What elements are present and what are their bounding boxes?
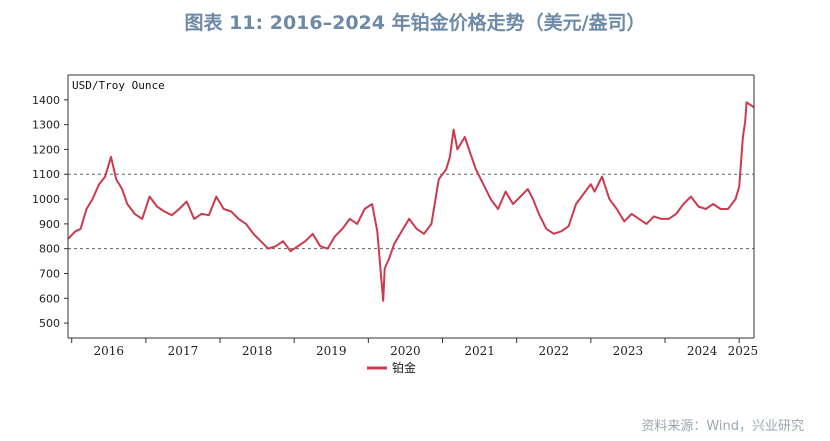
x-tick-label: 2019 — [316, 344, 347, 358]
legend-label: 铂金 — [392, 360, 416, 375]
chart-title: 图表 11: 2016–2024 年铂金价格走势（美元/盎司） — [184, 12, 646, 34]
x-ticks: 2016 2017 2018 2019 2020 2021 2022 2023 2024 2025 — [71, 338, 759, 358]
x-tick-label: 2017 — [168, 344, 199, 358]
x-tick-label: 2025 — [728, 344, 759, 358]
y-tick-label: 800 — [39, 243, 60, 256]
x-tick-label: 2020 — [390, 344, 421, 358]
y-tick-label: 1000 — [32, 193, 60, 206]
source-note: 资料来源：Wind，兴业研究 — [641, 419, 804, 434]
x-tick-label: 2023 — [613, 344, 644, 358]
legend: 铂金 — [367, 360, 416, 375]
y-tick-label: 1300 — [32, 119, 60, 132]
series-line-platinum — [67, 101, 755, 302]
reference-lines — [68, 173, 754, 250]
x-tick-label: 2021 — [464, 344, 495, 358]
x-tick-label: 2016 — [94, 344, 125, 358]
x-tick-label: 2022 — [538, 344, 569, 358]
x-tick-label: 2018 — [242, 344, 273, 358]
plot-series — [67, 101, 755, 302]
y-tick-label: 600 — [39, 292, 60, 305]
y-axis-unit-label: USD/Troy Ounce — [72, 79, 165, 92]
y-tick-label: 500 — [39, 317, 60, 330]
y-tick-label: 1200 — [32, 143, 60, 156]
y-tick-label: 1400 — [32, 94, 60, 107]
x-tick-label: 2024 — [687, 344, 718, 358]
y-tick-label: 700 — [39, 267, 60, 280]
y-ticks: 500 600 700 800 900 1000 1100 1200 1300 1400 — [32, 94, 68, 330]
axes — [67, 74, 755, 339]
y-tick-label: 1100 — [32, 168, 60, 181]
y-tick-label: 900 — [39, 218, 60, 231]
